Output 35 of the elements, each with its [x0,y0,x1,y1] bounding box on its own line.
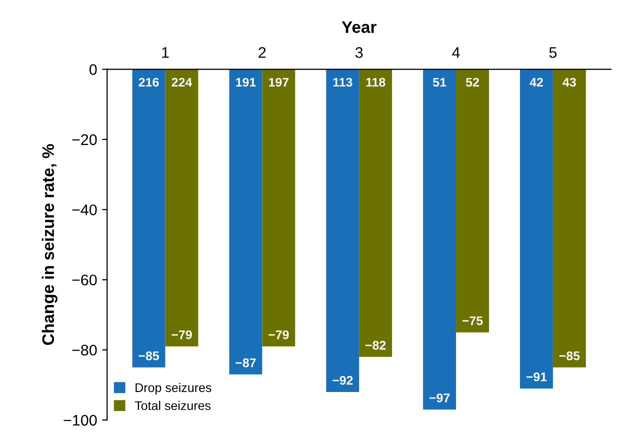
y-axis-title: Change in seizure rate, % [42,144,58,345]
annotation: 52 [466,78,479,87]
data-label: −79 [268,330,289,340]
data-label: −82 [365,340,386,350]
y-tick-label: −80 [72,344,97,356]
y-tick-label: −60 [72,274,97,286]
x-tick-label: 1 [162,47,169,58]
data-label: −75 [462,316,483,326]
data-label: −87 [236,358,256,368]
x-tick-label: 2 [258,47,266,58]
annotation: 197 [269,78,289,87]
y-tick-label: −20 [72,134,97,146]
data-label: −79 [172,330,192,340]
data-label: −91 [526,372,547,382]
legend-label: Total seizures [134,400,211,410]
data-label: −85 [559,351,580,360]
annotation: 42 [530,78,543,87]
x-tick-label: 3 [355,47,363,58]
y-tick-label: −100 [64,414,97,426]
y-tick-label: −40 [72,204,97,216]
legend-label: Drop seizures [136,382,212,395]
data-label: −85 [138,351,160,360]
annotation: 118 [366,78,386,87]
annotation: 216 [138,78,159,87]
annotation: 51 [432,78,446,87]
x-tick-label: 4 [452,47,460,58]
annotation: 224 [172,78,192,87]
data-label: −92 [332,376,353,385]
x-axis-title: Year [342,21,376,33]
data-label: −97 [429,393,450,402]
annotation: 43 [562,78,576,87]
annotation: 113 [333,78,352,87]
x-tick-label: 5 [549,47,557,58]
annotation: 191 [236,78,256,87]
y-tick-label: 0 [89,64,97,75]
